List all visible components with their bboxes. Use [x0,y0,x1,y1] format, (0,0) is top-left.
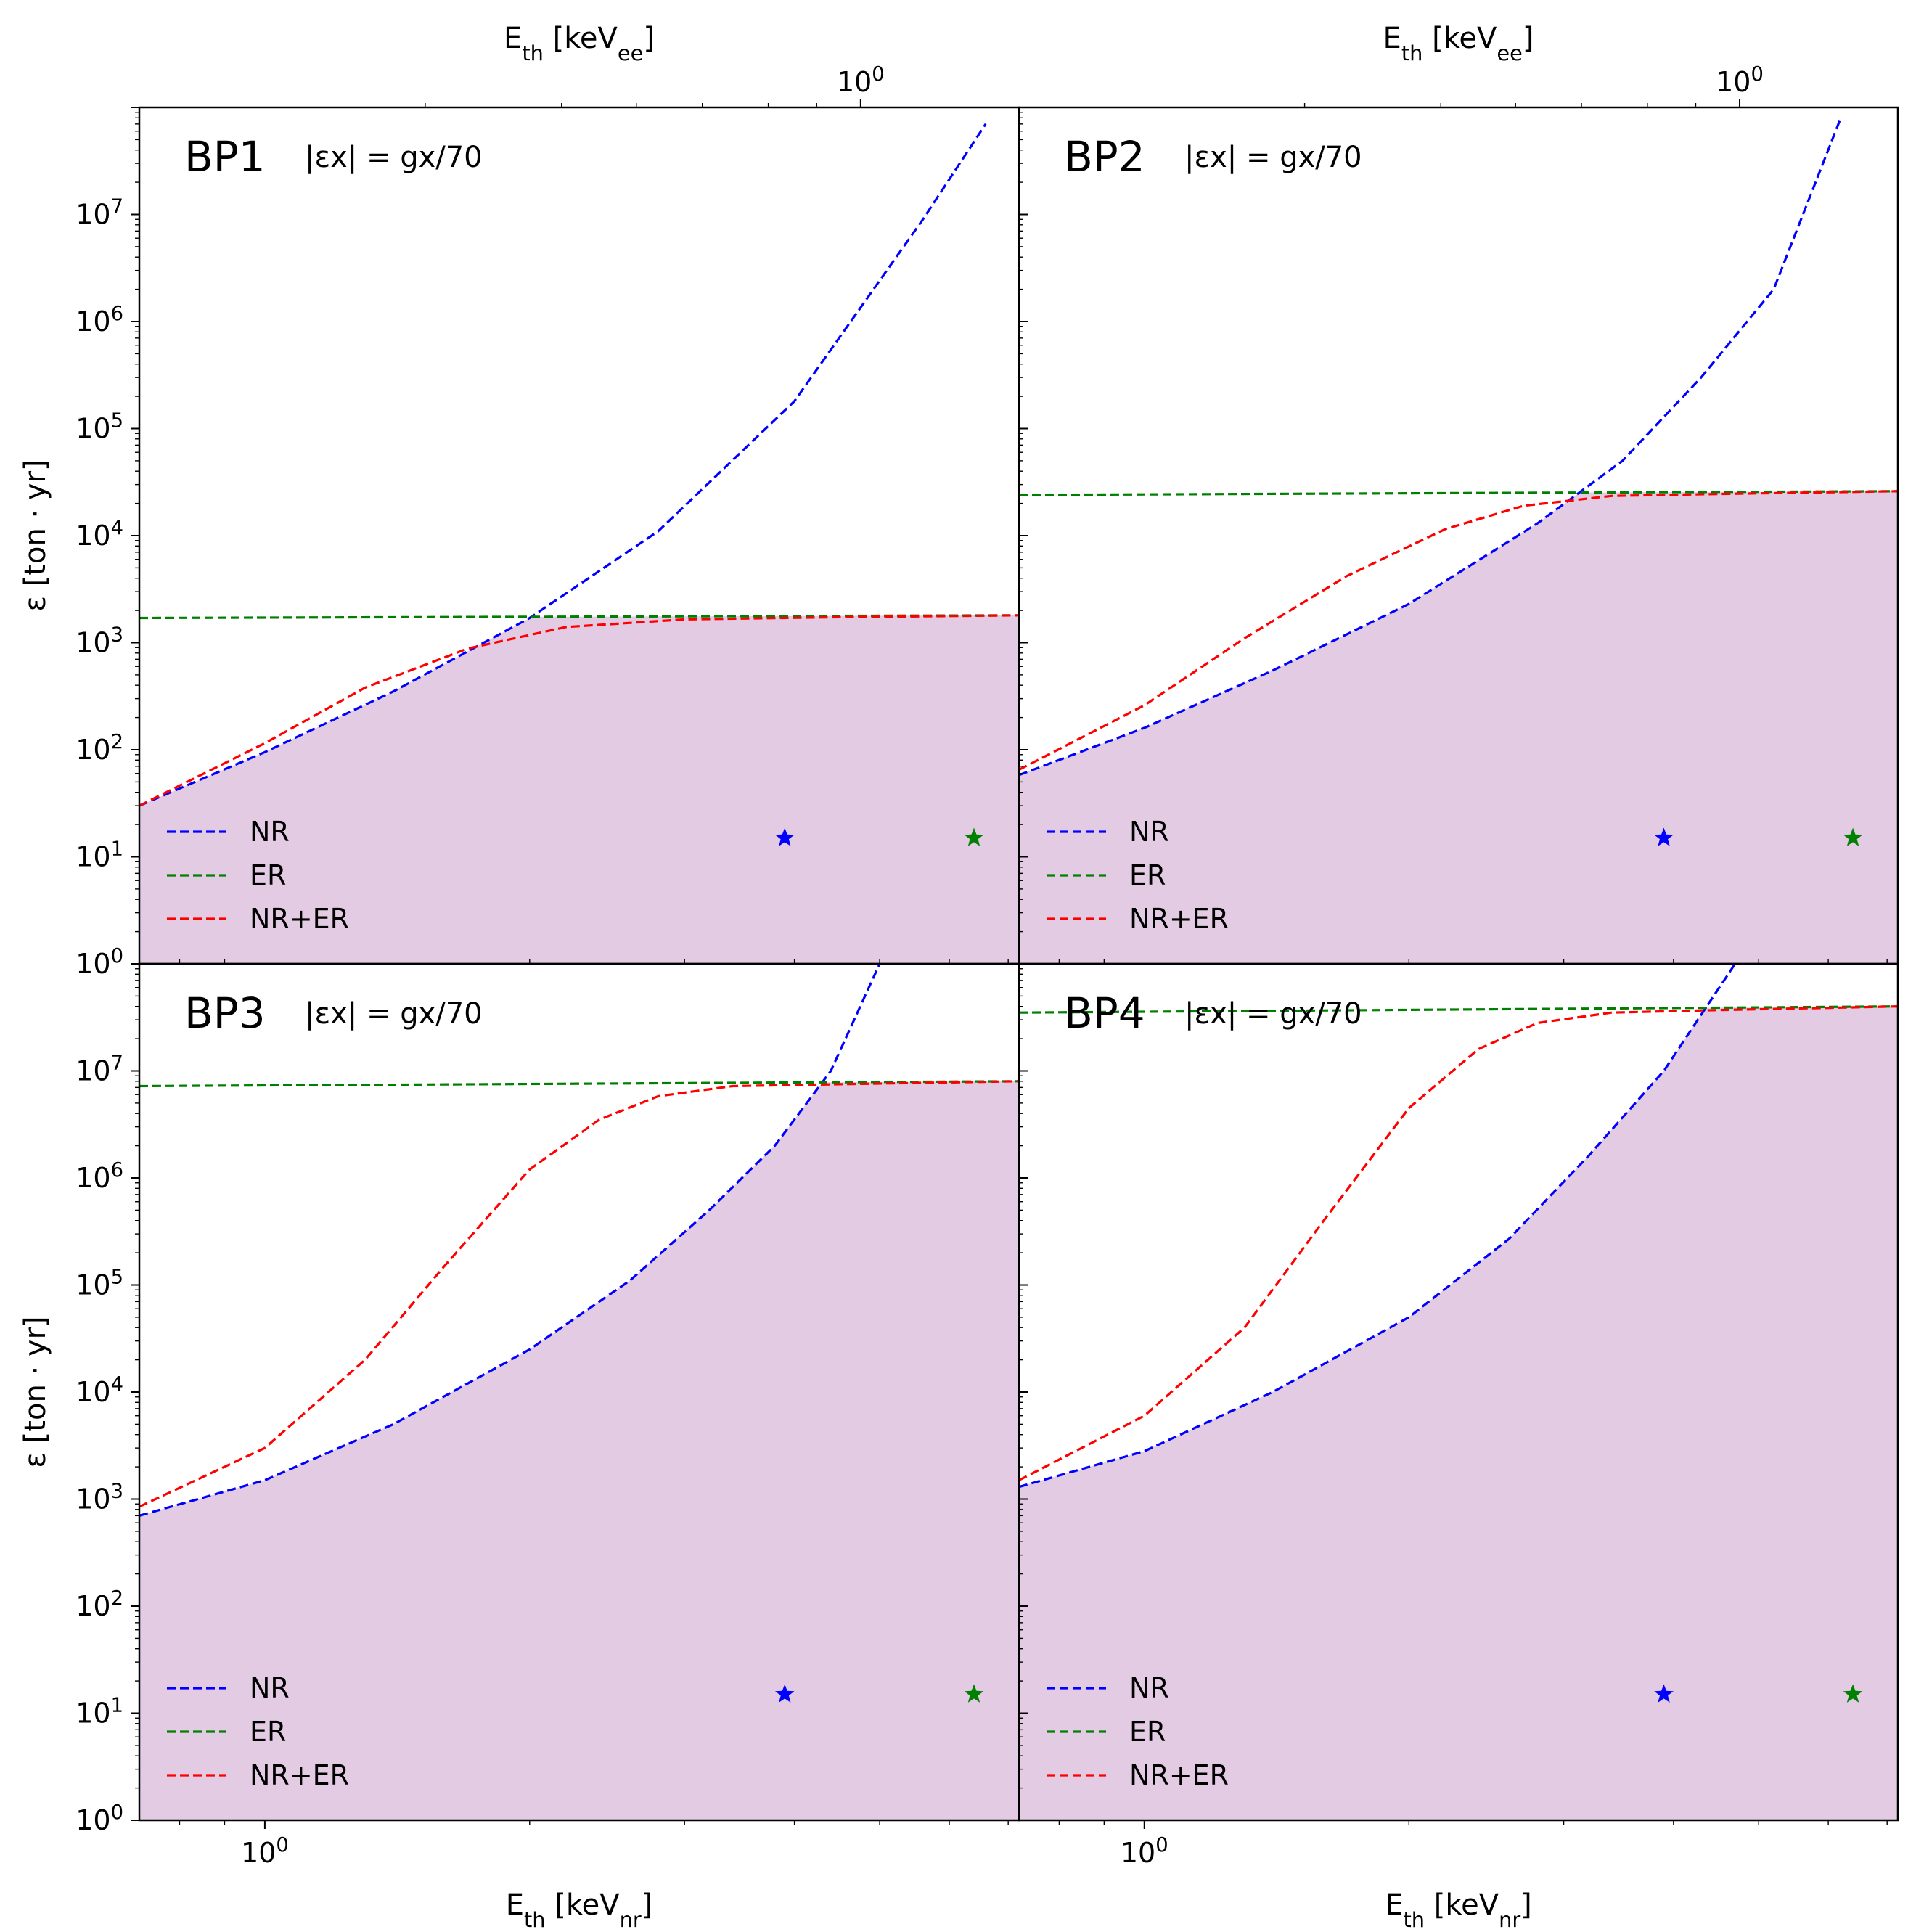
legend-label-nr-plus-er: NR+ER [250,903,349,935]
plot-area [1019,964,1898,1820]
panel-label: BP4 [1064,988,1145,1038]
x-tick-label: 100 [241,1834,289,1870]
legend-label-nr-plus-er: NR+ER [1129,903,1229,935]
series-line-er [1019,1005,1898,1014]
legend-label-nr: NR [250,1672,290,1704]
y-tick-label: 100 [75,945,123,981]
y-axis-label: ε [ton · yr] [19,459,52,611]
plot-area [1019,117,1898,964]
legend-label-nr: NR [250,816,290,848]
legend-label-nr: NR [1129,816,1169,848]
series-line-nr-plus-er [1019,1005,1898,1481]
benchmark-star-green [964,1684,984,1703]
benchmark-star-green [964,827,984,846]
y-axis-label: ε [ton · yr] [19,1316,52,1468]
series-line-nr [139,964,881,1517]
legend-label-er: ER [250,859,286,891]
y-tick-label: 101 [75,1694,123,1730]
panel-bp4: 100 Eth [keVnr] BP4 |εx| = gx/70 NR ER NR+ER [1018,962,1899,1932]
panel-label: BP2 [1064,132,1145,181]
y-tick-label: 105 [75,409,123,445]
y-tick-label: 102 [75,1587,123,1623]
panel-bp1: 100 101 102 103 104 105 106 107 ε [ton · yr] 100 E… [19,22,1020,981]
series-line-er [1019,490,1898,496]
excluded-region [1019,491,1898,964]
plot-area [139,964,1019,1820]
benchmark-star-blue [775,827,795,846]
y-tick-label: 107 [75,195,123,231]
y-tick-label: 103 [75,623,123,659]
panel-label: BP1 [184,132,266,181]
top-x-tick-label: 100 [837,63,885,99]
series-line-nr [139,123,987,807]
benchmark-star-green [1843,827,1863,846]
panel-label: BP3 [184,988,266,1038]
legend-label-er: ER [1129,859,1166,891]
benchmark-star-blue [1654,1684,1674,1703]
excluded-region [1019,1006,1898,1820]
benchmark-star-blue [775,1684,795,1703]
top-x-axis-label: Eth [keVee] [1383,22,1534,65]
panel-annotation: |εx| = gx/70 [305,141,483,174]
panel-annotation: |εx| = gx/70 [1184,997,1362,1031]
x-axis-label: Eth [keVnr] [506,1888,653,1932]
x-axis-label: Eth [keVnr] [1385,1888,1532,1932]
panel-bp3: 100 101 102 103 104 105 106 107 ε [ton · yr] 100 E… [19,962,1020,1932]
y-tick-label: 100 [75,1801,123,1837]
top-x-tick-label: 100 [1716,63,1764,99]
y-tick-label: 105 [75,1266,123,1301]
series-line-nr [1019,964,1737,1489]
benchmark-star-green [1843,1684,1863,1703]
excluded-region [139,615,1019,964]
legend-label-er: ER [1129,1716,1166,1748]
benchmark-star-blue [1654,827,1674,846]
y-tick-label: 106 [75,1159,123,1195]
excluded-region [139,1081,1019,1820]
series-line-er [139,1080,1019,1088]
series-line-nr [1019,117,1842,777]
series-line-nr-plus-er [1019,490,1898,771]
series-line-nr-plus-er [139,614,1019,807]
y-tick-label: 101 [75,838,123,873]
y-tick-label: 106 [75,303,123,338]
y-tick-label: 103 [75,1480,123,1515]
series-line-nr-plus-er [139,1080,1019,1508]
plot-area [139,123,1019,964]
legend-label-nr-plus-er: NR+ER [1129,1759,1229,1791]
legend-label-nr-plus-er: NR+ER [250,1759,349,1791]
x-tick-label: 100 [1121,1834,1168,1870]
legend-label-nr: NR [1129,1672,1169,1704]
panel-annotation: |εx| = gx/70 [305,997,483,1031]
y-tick-label: 107 [75,1052,123,1087]
y-tick-label: 104 [75,1373,123,1409]
legend-label-er: ER [250,1716,286,1748]
panel-annotation: |εx| = gx/70 [1184,141,1362,174]
top-x-axis-label: Eth [keVee] [504,22,655,65]
y-tick-label: 102 [75,731,123,766]
y-tick-label: 104 [75,517,123,552]
panel-bp2: 100 Eth [keVee] BP2 |εx| = gx/70 NR ER NR+ER [1018,22,1899,965]
panel-grid: 100 101 102 103 104 105 106 107 ε [ton · yr] 100 E… [19,22,1899,1932]
